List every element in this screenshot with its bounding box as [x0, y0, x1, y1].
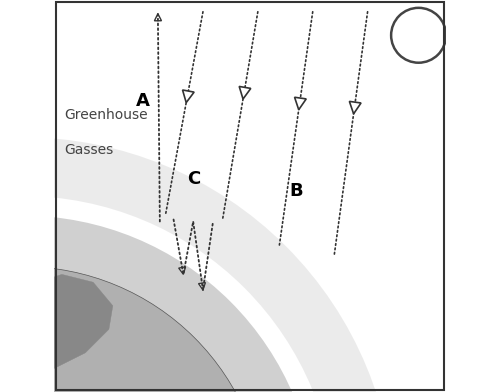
Polygon shape: [0, 274, 113, 376]
Text: Gasses: Gasses: [64, 143, 113, 157]
Wedge shape: [22, 137, 395, 392]
Polygon shape: [239, 87, 251, 99]
Polygon shape: [294, 97, 306, 110]
Text: B: B: [289, 182, 303, 200]
Text: Greenhouse: Greenhouse: [64, 107, 148, 122]
Circle shape: [391, 8, 446, 63]
Polygon shape: [46, 306, 101, 353]
Text: A: A: [136, 92, 150, 110]
Polygon shape: [182, 90, 194, 103]
Wedge shape: [22, 216, 316, 392]
Polygon shape: [350, 102, 361, 114]
Circle shape: [0, 267, 266, 392]
Text: C: C: [188, 170, 200, 188]
